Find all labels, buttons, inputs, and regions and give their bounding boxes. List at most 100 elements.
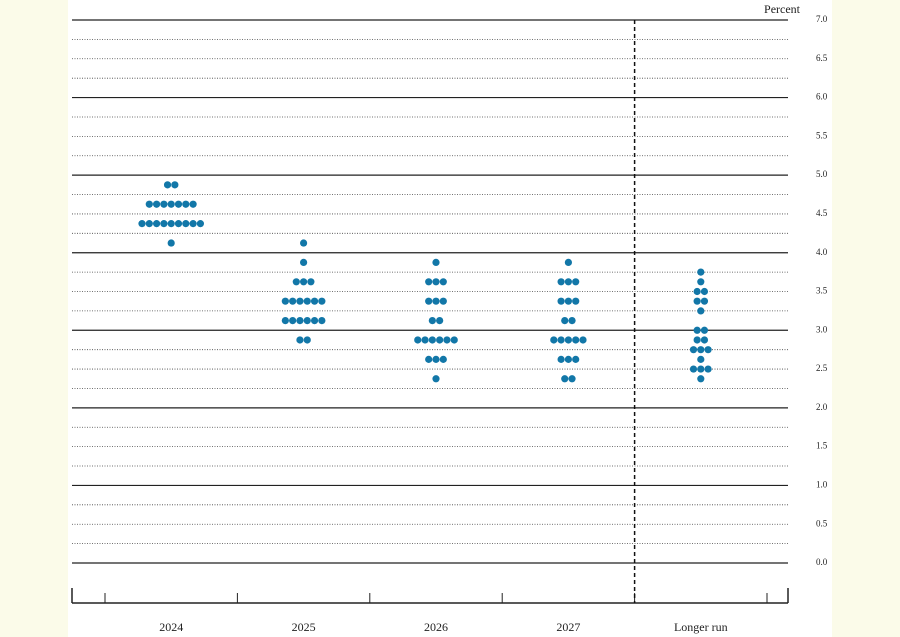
dot — [281, 316, 289, 325]
dot — [697, 375, 705, 383]
dot — [296, 316, 304, 325]
dot — [182, 200, 190, 208]
dot — [564, 355, 573, 363]
dot — [171, 181, 179, 189]
x-tick-label: 2024 — [159, 620, 183, 634]
dot — [163, 181, 172, 189]
dot — [693, 326, 701, 334]
dot — [189, 220, 197, 228]
dot — [579, 336, 587, 344]
dot — [289, 297, 297, 305]
dot — [557, 297, 565, 305]
dot — [167, 200, 175, 208]
dot — [693, 287, 701, 296]
dot — [697, 346, 705, 354]
dot — [700, 297, 709, 305]
dot — [296, 297, 304, 305]
dot — [568, 316, 576, 325]
y-tick-label: 7.0 — [816, 14, 828, 24]
dot — [704, 365, 712, 373]
dot — [436, 336, 444, 344]
dot — [697, 355, 705, 363]
y-tick-label: 0.0 — [816, 557, 828, 567]
dot — [160, 220, 168, 228]
dot — [153, 200, 161, 208]
dot — [432, 375, 440, 383]
dot — [310, 316, 319, 325]
y-tick-label: 0.5 — [816, 518, 828, 528]
dot — [432, 258, 440, 267]
dot — [428, 316, 436, 325]
x-tick-label: 2026 — [424, 620, 448, 634]
y-tick-label: 2.5 — [816, 363, 828, 373]
dot — [572, 278, 580, 286]
dot — [167, 220, 175, 228]
dot — [700, 326, 709, 334]
dot — [145, 220, 153, 228]
dot — [436, 316, 444, 325]
dot — [160, 200, 168, 208]
x-tick-label: Longer run — [674, 620, 728, 634]
dot — [693, 336, 701, 344]
dot — [689, 365, 698, 373]
dot — [303, 316, 311, 325]
dot — [289, 316, 297, 325]
dot — [182, 220, 190, 228]
dot — [557, 278, 565, 286]
dot — [300, 258, 308, 267]
y-tick-label: 3.5 — [816, 286, 828, 296]
dot — [296, 336, 304, 344]
y-tick-label: 6.5 — [816, 53, 828, 63]
y-tick-label: 6.0 — [816, 92, 828, 102]
dot — [568, 375, 576, 383]
dot — [425, 355, 433, 363]
dot — [281, 297, 289, 305]
dot — [432, 278, 440, 286]
dot — [307, 278, 315, 286]
dot — [557, 336, 565, 344]
dot — [700, 287, 709, 296]
y-tick-label: 4.5 — [816, 208, 828, 218]
y-tick-label: 2.0 — [816, 402, 828, 412]
dot — [557, 355, 565, 363]
dot — [561, 375, 569, 383]
dot — [700, 336, 709, 344]
dot — [564, 297, 573, 305]
dot — [196, 220, 204, 228]
x-tick-label: 2027 — [556, 620, 580, 634]
dot — [439, 278, 447, 286]
dot — [292, 278, 300, 286]
x-tick-label: 2025 — [292, 620, 316, 634]
dot — [138, 220, 146, 228]
dot — [145, 200, 153, 208]
dot — [697, 268, 705, 276]
dot — [432, 297, 440, 305]
dot — [174, 220, 183, 228]
dot — [310, 297, 319, 305]
dot — [421, 336, 429, 344]
dot — [704, 346, 712, 354]
dot — [303, 297, 311, 305]
y-axis-label: Percent — [764, 2, 801, 16]
dot — [697, 307, 705, 315]
dot — [572, 355, 580, 363]
dot — [425, 278, 433, 286]
y-tick-label: 1.5 — [816, 441, 828, 451]
dot — [189, 200, 197, 208]
dot — [697, 278, 705, 286]
dot — [414, 336, 422, 344]
y-tick-label: 5.5 — [816, 130, 828, 140]
y-tick-label: 1.0 — [816, 479, 828, 489]
dot — [450, 336, 458, 344]
dot — [550, 336, 558, 344]
dot — [564, 336, 573, 344]
dot — [564, 258, 573, 267]
dot — [174, 200, 183, 208]
panel — [68, 0, 832, 637]
dot — [693, 297, 701, 305]
dot — [561, 316, 569, 325]
dot — [572, 336, 580, 344]
dot — [432, 355, 440, 363]
